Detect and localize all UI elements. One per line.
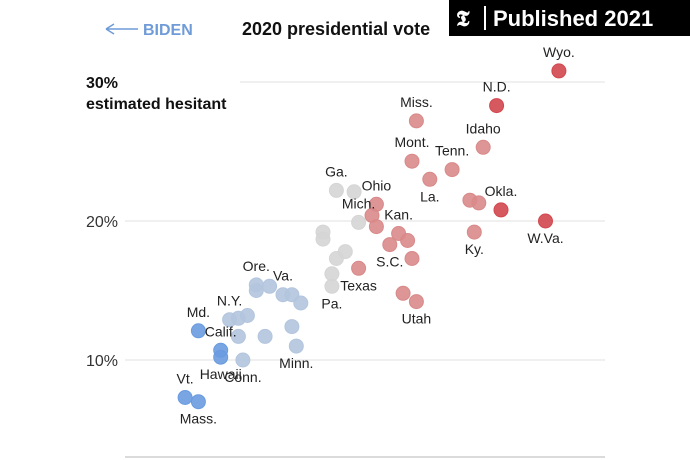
data-point-nd xyxy=(489,98,505,114)
data-label-ky: Ky. xyxy=(465,241,484,257)
data-point-utah xyxy=(408,294,424,310)
data-label-wva: W.Va. xyxy=(527,230,563,246)
data-point-35 xyxy=(395,285,411,301)
data-point-11 xyxy=(471,195,487,211)
data-label-mont: Mont. xyxy=(394,134,429,150)
data-point-la xyxy=(422,171,438,187)
data-label-hawaii: Hawaii xyxy=(200,366,242,382)
data-point-md xyxy=(190,323,206,339)
y-axis-caption: estimated hesitant xyxy=(86,96,227,113)
data-point-idaho xyxy=(475,139,491,155)
data-label-vt: Vt. xyxy=(177,371,194,387)
data-point-42 xyxy=(257,328,273,344)
data-point-27 xyxy=(324,266,340,282)
data-label-nd: N.D. xyxy=(483,79,511,95)
data-label-utah: Utah xyxy=(402,311,432,327)
data-point-sc xyxy=(382,237,398,253)
data-point-wyo xyxy=(551,63,567,79)
data-point-7 xyxy=(346,184,362,200)
data-point-34 xyxy=(293,295,309,311)
nyt-logo-icon: 𝕿 xyxy=(456,6,470,32)
data-point-ky xyxy=(466,224,482,240)
data-label-miss: Miss. xyxy=(400,94,433,110)
data-label-pa: Pa. xyxy=(321,295,342,311)
data-point-texas xyxy=(351,260,367,276)
data-label-texas: Texas xyxy=(340,277,377,293)
ytick-label-10: 10% xyxy=(86,353,118,370)
data-point-41 xyxy=(230,328,246,344)
data-point-25 xyxy=(404,251,420,266)
published-badge: 𝕿 Published 2021 xyxy=(449,0,690,36)
chart-header: BIDEN 2020 presidential vote xyxy=(105,19,430,39)
data-point-15 xyxy=(368,219,384,235)
data-label-va: Va. xyxy=(273,268,293,284)
data-label-ga: Ga. xyxy=(325,163,348,179)
data-point-43 xyxy=(284,319,300,335)
data-point-ga xyxy=(328,182,344,198)
data-label-ohio: Ohio xyxy=(362,177,392,193)
left-arrow-icon xyxy=(105,23,138,35)
data-point-wva xyxy=(538,213,553,229)
data-label-mich: Mich. xyxy=(342,195,375,211)
badge-divider xyxy=(484,6,486,30)
data-label-idaho: Idaho xyxy=(466,120,501,136)
data-point-18 xyxy=(315,231,331,247)
gridlines xyxy=(125,81,605,458)
biden-direction-label: BIDEN xyxy=(143,22,193,39)
ytick-label-20: 20% xyxy=(86,214,118,231)
data-point-hawaii xyxy=(213,349,229,365)
data-point-minn xyxy=(288,338,304,354)
data-point-31 xyxy=(248,283,264,298)
data-point-24 xyxy=(328,251,344,266)
data-point-conn xyxy=(235,352,251,368)
data-label-la: La. xyxy=(420,188,439,204)
data-labels: Wyo. N.D. Miss. Idaho Mont. Tenn. La. Ga. Ohio Ok… xyxy=(177,44,575,427)
chart-title: 2020 presidential vote xyxy=(242,19,430,39)
data-point-miss xyxy=(408,113,424,129)
data-label-ny: N.Y. xyxy=(217,293,242,309)
data-label-minn: Minn. xyxy=(279,355,313,371)
data-label-kan: Kan. xyxy=(384,207,413,223)
data-point-39 xyxy=(239,308,255,323)
ytick-label-30: 30% xyxy=(86,75,118,92)
badge-background xyxy=(449,0,690,36)
data-label-conn: Conn. xyxy=(224,369,261,385)
data-label-mass: Mass. xyxy=(180,411,217,427)
data-point-mont xyxy=(404,153,420,169)
data-label-calif: Calif. xyxy=(205,323,237,339)
data-point-30 xyxy=(262,278,278,294)
data-label-ore: Ore. xyxy=(243,258,270,274)
data-point-vt xyxy=(177,390,193,405)
data-label-wyo: Wyo. xyxy=(543,44,575,60)
data-point-tenn xyxy=(444,162,460,178)
data-point-20 xyxy=(400,233,416,248)
badge-text: Published 2021 xyxy=(493,6,653,31)
data-label-sc: S.C. xyxy=(376,254,403,270)
data-points xyxy=(177,63,567,410)
data-label-okla: Okla. xyxy=(485,183,518,199)
axis-labels: 10% 20% 30% estimated hesitant xyxy=(86,75,227,370)
data-point-okla xyxy=(493,202,509,218)
data-point-mass xyxy=(190,394,206,410)
data-label-md: Md. xyxy=(187,304,210,320)
data-point-mich xyxy=(351,214,367,230)
data-label-tenn: Tenn. xyxy=(435,143,469,159)
data-point-pa xyxy=(324,278,340,294)
